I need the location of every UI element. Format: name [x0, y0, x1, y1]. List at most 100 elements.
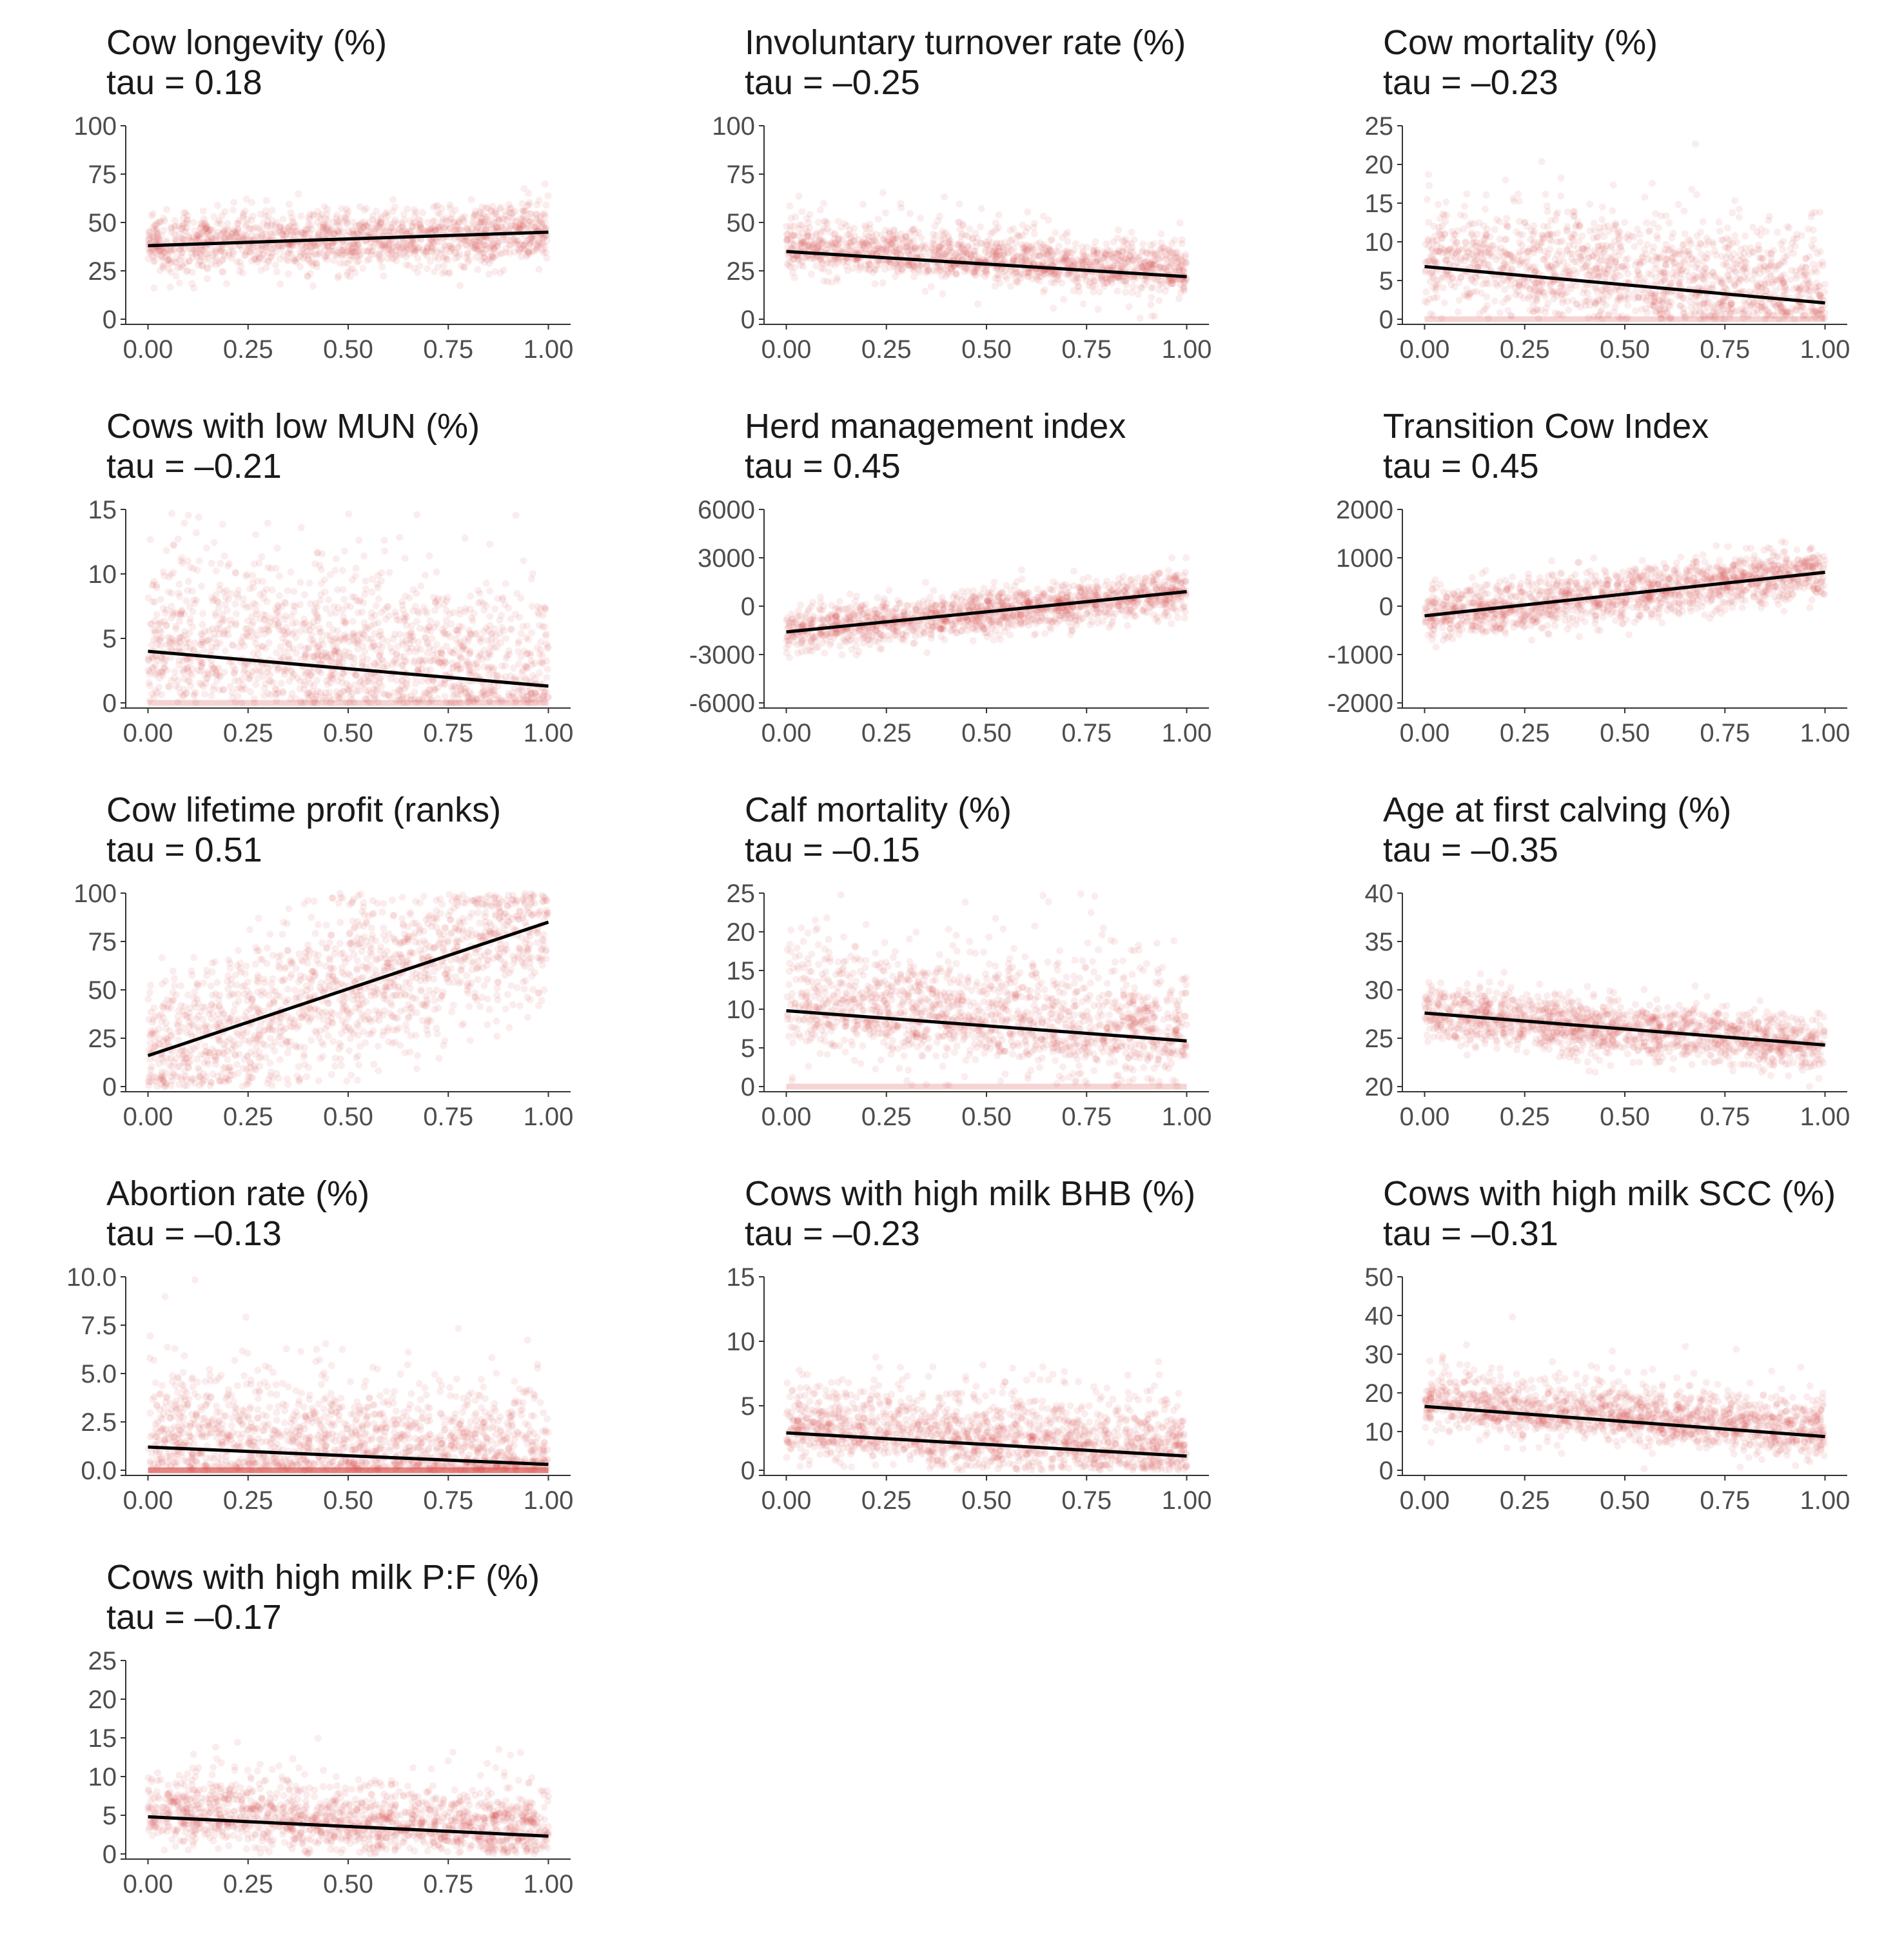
- data-point: [214, 202, 221, 209]
- data-point: [452, 226, 459, 233]
- data-point: [151, 284, 158, 291]
- data-point: [179, 261, 186, 268]
- data-point: [1821, 281, 1829, 288]
- data-point: [341, 547, 348, 555]
- data-point: [513, 224, 520, 232]
- data-point: [910, 262, 918, 270]
- data-point: [475, 266, 482, 273]
- data-point: [1794, 303, 1801, 310]
- data-point: [1461, 202, 1468, 210]
- data-point: [147, 536, 154, 543]
- data-point: [536, 241, 544, 248]
- x-tick-label: 0.00: [123, 335, 173, 364]
- data-point: [1176, 219, 1183, 226]
- data-point: [1584, 242, 1591, 250]
- data-point: [1504, 307, 1511, 314]
- data-point: [542, 202, 549, 209]
- data-point: [1014, 233, 1021, 240]
- data-point: [253, 233, 260, 240]
- data-point: [1648, 257, 1655, 264]
- data-point: [196, 557, 203, 564]
- data-point: [276, 592, 283, 599]
- data-point: [787, 264, 794, 271]
- data-point: [1702, 277, 1709, 284]
- data-point: [1007, 282, 1014, 290]
- data-point: [929, 244, 936, 251]
- data-point: [937, 264, 944, 271]
- data-point: [1554, 230, 1561, 237]
- data-point: [535, 266, 542, 273]
- data-point: [273, 268, 280, 275]
- data-point: [1726, 237, 1733, 244]
- data-point: [1097, 275, 1104, 282]
- data-point: [850, 225, 858, 232]
- data-point: [461, 213, 468, 220]
- data-point: [816, 237, 823, 244]
- data-point: [1463, 253, 1470, 261]
- data-point: [914, 251, 921, 259]
- data-point: [222, 647, 229, 655]
- data-point: [875, 216, 882, 223]
- data-point: [1700, 299, 1707, 306]
- data-point: [1688, 186, 1695, 193]
- data-point: [936, 213, 943, 220]
- data-point: [1725, 277, 1732, 284]
- data-point: [187, 615, 194, 622]
- data-point: [1122, 289, 1129, 296]
- data-point: [1497, 236, 1504, 243]
- data-point: [1631, 295, 1638, 302]
- data-point: [1731, 268, 1738, 275]
- data-point: [1440, 284, 1447, 291]
- data-point: [349, 242, 357, 250]
- data-point: [944, 253, 951, 260]
- data-point: [386, 569, 393, 576]
- data-point: [1137, 315, 1144, 322]
- data-point: [1693, 191, 1700, 198]
- data-point: [214, 219, 221, 226]
- x-tick-label: 0.75: [1061, 335, 1112, 364]
- data-point: [1502, 221, 1509, 228]
- data-point: [502, 212, 509, 219]
- data-point: [1052, 229, 1059, 236]
- data-point: [1488, 242, 1495, 250]
- data-point: [263, 197, 270, 204]
- data-point: [219, 257, 226, 264]
- data-point: [1677, 302, 1684, 309]
- data-point: [321, 203, 328, 210]
- data-point: [172, 223, 179, 230]
- data-point: [1605, 228, 1613, 235]
- data-point: [799, 208, 806, 215]
- data-point: [1157, 263, 1164, 270]
- data-point: [463, 254, 470, 261]
- data-point: [831, 262, 838, 269]
- data-point: [427, 225, 435, 232]
- x-tick-label: 0.50: [961, 335, 1012, 364]
- data-point: [200, 208, 207, 215]
- data-point: [1529, 308, 1536, 315]
- data-point: [1064, 229, 1071, 236]
- data-point: [898, 266, 905, 273]
- data-point: [1476, 219, 1483, 226]
- data-point: [1785, 224, 1792, 232]
- data-point: [1438, 275, 1445, 282]
- data-point: [992, 220, 999, 227]
- data-point: [1558, 174, 1565, 181]
- data-point: [531, 224, 538, 231]
- data-point: [476, 237, 484, 244]
- data-point: [907, 210, 914, 217]
- data-point: [268, 217, 275, 224]
- data-point: [1749, 276, 1756, 283]
- data-point: [1005, 250, 1012, 257]
- data-point: [1442, 199, 1449, 206]
- data-point: [1022, 255, 1029, 262]
- data-point: [536, 217, 544, 224]
- data-point: [987, 230, 994, 237]
- data-point: [932, 222, 939, 230]
- data-point: [1781, 253, 1789, 261]
- data-point: [148, 212, 155, 219]
- x-tick-label: 0.75: [423, 335, 473, 364]
- data-point: [1579, 265, 1586, 272]
- data-point: [478, 204, 486, 211]
- data-point: [1424, 196, 1431, 203]
- data-point: [1651, 298, 1658, 305]
